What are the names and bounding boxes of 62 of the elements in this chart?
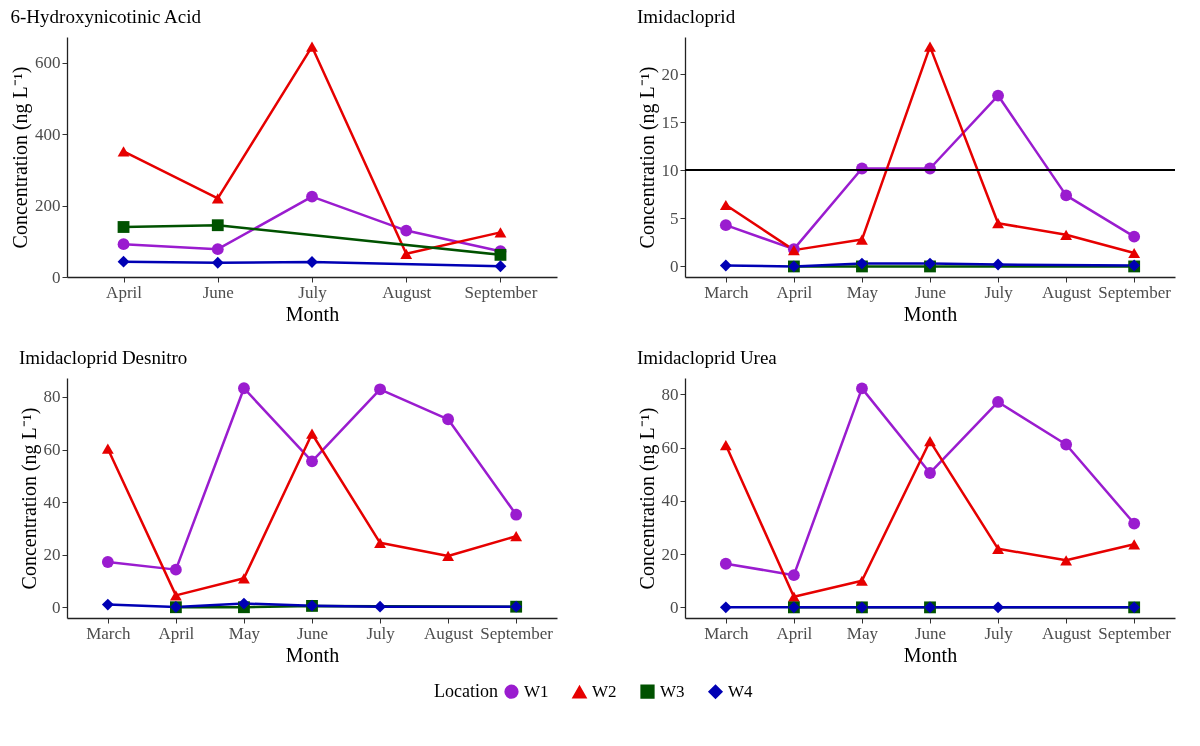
x-tick-label: August — [424, 623, 474, 643]
chart-title: 6-Hydroxynicotinic Acid — [10, 6, 202, 27]
legend-title: Location — [434, 681, 498, 701]
y-tick-label: 15 — [661, 112, 679, 132]
x-tick-label: April — [776, 623, 813, 643]
legend-label: W2 — [592, 682, 617, 702]
y-tick-label: 400 — [35, 124, 61, 144]
y-tick-label: 20 — [43, 545, 61, 565]
x-axis-title: Month — [285, 302, 340, 325]
legend-label: W4 — [728, 681, 754, 701]
y-tick-label: 20 — [661, 544, 679, 564]
y-tick-label: 0 — [52, 597, 61, 617]
x-tick-label: June — [202, 282, 234, 302]
legend-label: W3 — [660, 681, 685, 701]
chart-title: Imidacloprid — [637, 6, 736, 27]
y-tick-label: 60 — [661, 438, 679, 458]
x-tick-label: September — [1098, 623, 1172, 643]
x-tick-label: September — [480, 623, 554, 643]
y-tick-label: 10 — [661, 160, 679, 180]
x-tick-label: June — [914, 282, 947, 302]
x-tick-label: September — [1098, 282, 1172, 302]
x-tick-label: July — [984, 282, 1014, 302]
x-tick-label: August — [1042, 623, 1092, 643]
x-tick-label: April — [158, 623, 195, 643]
x-tick-label: August — [382, 282, 432, 302]
x-tick-label: May — [846, 282, 879, 302]
chart-title: Imidacloprid Desnitro — [19, 347, 188, 368]
legend-label: W1 — [524, 681, 549, 701]
x-axis-title: Month — [903, 302, 958, 325]
y-tick-label: 600 — [35, 53, 61, 73]
x-tick-label: May — [846, 623, 879, 643]
x-tick-label: April — [106, 282, 143, 302]
x-axis-title: Month — [285, 643, 340, 666]
x-tick-label: September — [464, 282, 538, 302]
x-tick-label: March — [704, 623, 750, 643]
y-tick-label: 80 — [661, 385, 679, 404]
y-axis-title: Concentration (ng L⁻¹) — [17, 407, 41, 590]
x-tick-label: June — [914, 623, 947, 643]
y-tick-label: 20 — [661, 64, 679, 84]
y-tick-label: 0 — [52, 267, 61, 287]
y-tick-label: 200 — [35, 196, 61, 216]
x-tick-label: July — [984, 623, 1014, 643]
x-tick-label: June — [296, 623, 329, 643]
y-tick-label: 40 — [661, 491, 679, 511]
x-tick-label: August — [1042, 282, 1092, 302]
x-tick-label: March — [86, 623, 132, 643]
y-tick-label: 0 — [670, 597, 679, 617]
y-tick-label: 80 — [43, 387, 61, 407]
y-tick-label: 60 — [43, 440, 61, 459]
y-tick-label: 0 — [670, 256, 679, 276]
y-tick-label: 40 — [43, 492, 61, 512]
x-tick-label: July — [298, 282, 328, 302]
y-axis-title: Concentration (ng L⁻¹) — [635, 407, 659, 590]
x-axis-title: Month — [903, 643, 958, 666]
chart-title: Imidacloprid Urea — [637, 347, 778, 368]
x-tick-label: July — [366, 623, 396, 643]
y-axis-title: Concentration (ng L⁻¹) — [635, 66, 659, 249]
x-tick-label: April — [776, 282, 813, 302]
y-tick-label: 5 — [670, 208, 679, 228]
x-tick-label: March — [704, 282, 750, 302]
y-axis-title: Concentration (ng L⁻¹) — [9, 66, 32, 249]
x-tick-label: May — [228, 623, 261, 643]
